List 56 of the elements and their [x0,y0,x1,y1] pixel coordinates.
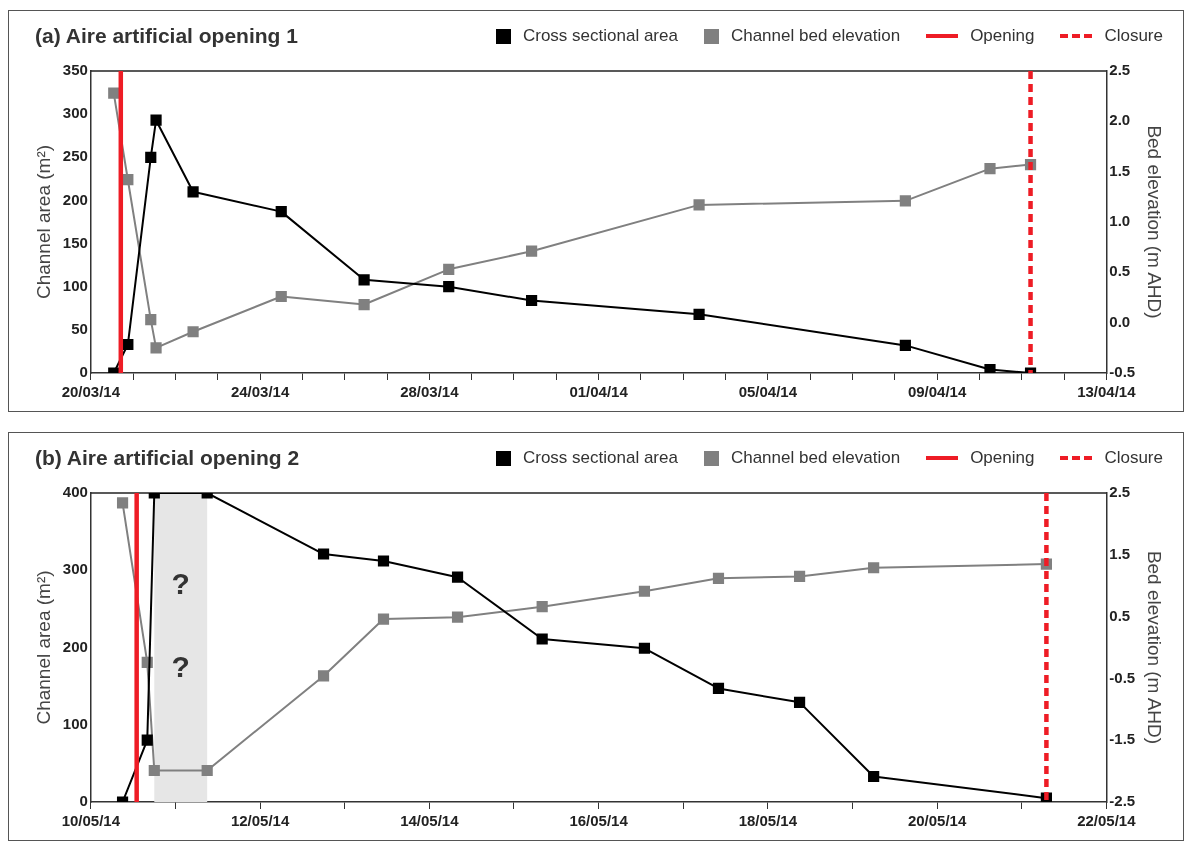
y-tick-label: 200 [62,190,88,208]
x-tick-label: 10/05/14 [61,812,121,830]
x-tick-label: 14/05/14 [400,812,460,830]
y2-tick-label: 1.0 [1109,212,1131,230]
y-axis-title: Channel area (m²) [32,570,54,725]
y2-tick-label: 1.5 [1109,161,1131,179]
chart-title: (b) Aire artificial opening 2 [35,446,300,470]
legend-label: Cross sectional area [521,448,678,468]
x-tick-label: 20/03/14 [61,383,121,401]
x-tick-label: 22/05/14 [1077,812,1137,830]
y-tick-label: 100 [62,276,88,294]
y-tick-label: 250 [62,147,88,165]
y-tick-label: 300 [62,560,88,578]
legend-label: Cross sectional area [521,26,678,46]
y-tick-label: 350 [62,61,88,79]
legend-label: Opening [969,448,1035,468]
x-tick-label: 18/05/14 [738,812,798,830]
chart-title: (a) Aire artificial opening 1 [35,24,298,48]
x-tick-label: 13/04/14 [1077,383,1137,401]
y2-tick-label: 0.0 [1109,312,1131,330]
x-tick-label: 24/03/14 [230,383,290,401]
legend-label: Opening [969,26,1035,46]
y-tick-label: 0 [79,792,88,810]
legend-label: Channel bed elevation [729,26,901,46]
x-tick-label: 16/05/14 [569,812,629,830]
x-tick-label: 05/04/14 [738,383,798,401]
y2-tick-label: -1.5 [1109,730,1136,748]
y2-tick-label: 2.5 [1109,483,1131,501]
y-tick-label: 100 [62,714,88,732]
y-tick-label: 200 [62,637,88,655]
x-tick-label: 20/05/14 [907,812,967,830]
y-tick-label: 0 [79,363,88,381]
y2-tick-label: 0.5 [1109,262,1131,280]
x-tick-label: 09/04/14 [907,383,967,401]
x-tick-label: 12/05/14 [230,812,290,830]
legend-label: Closure [1103,26,1163,46]
x-tick-label: 28/03/14 [400,383,460,401]
y2-tick-label: -0.5 [1109,668,1136,686]
legend-label: Closure [1103,448,1163,468]
y2-tick-label: -0.5 [1109,363,1136,381]
legend-label: Channel bed elevation [729,448,901,468]
y2-tick-label: 0.5 [1109,606,1131,624]
annotation: ? [171,650,190,684]
y2-tick-label: 2.5 [1109,61,1131,79]
x-tick-label: 01/04/14 [569,383,629,401]
y2-tick-label: -2.5 [1109,792,1136,810]
y2-tick-label: 1.5 [1109,544,1131,562]
y-axis-title: Channel area (m²) [32,144,54,300]
y-tick-label: 50 [71,320,88,337]
y-tick-label: 400 [62,483,88,501]
y-tick-label: 300 [62,104,88,122]
y-tick-label: 150 [62,233,88,251]
annotation: ? [171,566,190,600]
y2-axis-title: Bed elevation (m AHD) [1144,550,1166,745]
y2-tick-label: 2.0 [1109,111,1131,129]
y2-axis-title: Bed elevation (m AHD) [1144,125,1166,319]
